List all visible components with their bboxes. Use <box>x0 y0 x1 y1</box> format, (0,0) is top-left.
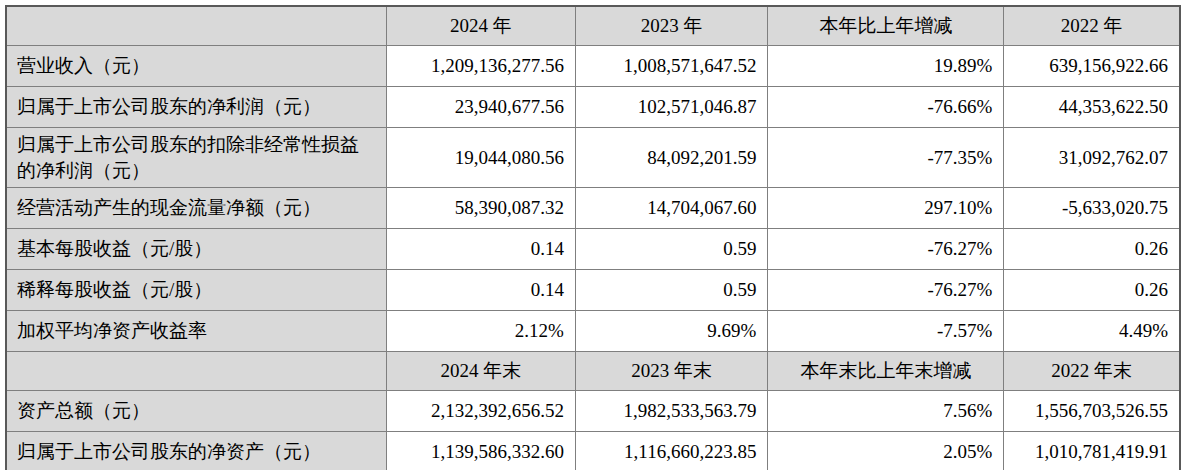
row-label-cell: 资产总额（元） <box>6 391 386 432</box>
value-cell: 84,092,201.59 <box>575 128 768 188</box>
value-cell: -76.27% <box>768 270 1004 311</box>
row-label-cell: 归属于上市公司股东的净利润（元） <box>6 87 386 128</box>
value-cell: 0.26 <box>1004 270 1180 311</box>
table-row: 营业收入（元）1,209,136,277.561,008,571,647.521… <box>6 46 1180 87</box>
table-row: 基本每股收益（元/股）0.140.59-76.27%0.26 <box>6 229 1180 270</box>
table-row: 稀释每股收益（元/股）0.140.59-76.27%0.26 <box>6 270 1180 311</box>
value-cell: 0.14 <box>386 270 575 311</box>
value-cell: 9.69% <box>575 311 768 352</box>
column-header-cell: 本年末比上年末增减 <box>768 352 1004 391</box>
row-label-cell: 基本每股收益（元/股） <box>6 229 386 270</box>
value-cell: 44,353,622.50 <box>1004 87 1180 128</box>
value-cell: 2,132,392,656.52 <box>386 391 575 432</box>
value-cell: 23,940,677.56 <box>386 87 575 128</box>
value-cell: -77.35% <box>768 128 1004 188</box>
value-cell: -76.27% <box>768 229 1004 270</box>
column-header-cell: 2023 年末 <box>575 352 768 391</box>
value-cell: 4.49% <box>1004 311 1180 352</box>
row-label-cell: 归属于上市公司股东的扣除非经常性损益的净利润（元） <box>6 128 386 188</box>
table-row: 归属于上市公司股东的净利润（元）23,940,677.56102,571,046… <box>6 87 1180 128</box>
value-cell: 1,982,533,563.79 <box>575 391 768 432</box>
corner-header-cell <box>6 352 386 391</box>
table-row: 归属于上市公司股东的扣除非经常性损益的净利润（元）19,044,080.5684… <box>6 128 1180 188</box>
value-cell: 1,139,586,332.60 <box>386 432 575 470</box>
value-cell: 19,044,080.56 <box>386 128 575 188</box>
row-label-cell: 归属于上市公司股东的净资产（元） <box>6 432 386 470</box>
column-header-cell: 2024 年 <box>386 6 575 46</box>
table-row: 资产总额（元）2,132,392,656.521,982,533,563.797… <box>6 391 1180 432</box>
value-cell: 0.14 <box>386 229 575 270</box>
value-cell: 2.05% <box>768 432 1004 470</box>
value-cell: 1,116,660,223.85 <box>575 432 768 470</box>
value-cell: -76.66% <box>768 87 1004 128</box>
row-label-cell: 加权平均净资产收益率 <box>6 311 386 352</box>
value-cell: 102,571,046.87 <box>575 87 768 128</box>
column-header-cell: 2022 年 <box>1004 6 1180 46</box>
period-header-row: 2024 年2023 年本年比上年增减2022 年 <box>6 6 1180 46</box>
value-cell: 0.59 <box>575 229 768 270</box>
table-row: 经营活动产生的现金流量净额（元）58,390,087.3214,704,067.… <box>6 188 1180 229</box>
row-label-cell: 经营活动产生的现金流量净额（元） <box>6 188 386 229</box>
table-body: 2024 年2023 年本年比上年增减2022 年营业收入（元）1,209,13… <box>6 6 1180 470</box>
row-label-cell: 稀释每股收益（元/股） <box>6 270 386 311</box>
column-header-cell: 2023 年 <box>575 6 768 46</box>
corner-header-cell <box>6 6 386 46</box>
table-row: 加权平均净资产收益率2.12%9.69%-7.57%4.49% <box>6 311 1180 352</box>
period-header-row: 2024 年末2023 年末本年末比上年末增减2022 年末 <box>6 352 1180 391</box>
value-cell: 1,010,781,419.91 <box>1004 432 1180 470</box>
value-cell: 2.12% <box>386 311 575 352</box>
table-row: 归属于上市公司股东的净资产（元）1,139,586,332.601,116,66… <box>6 432 1180 470</box>
key-financial-data-table: 2024 年2023 年本年比上年增减2022 年营业收入（元）1,209,13… <box>5 5 1181 470</box>
value-cell: 297.10% <box>768 188 1004 229</box>
value-cell: 19.89% <box>768 46 1004 87</box>
value-cell: 0.26 <box>1004 229 1180 270</box>
column-header-cell: 2024 年末 <box>386 352 575 391</box>
value-cell: 639,156,922.66 <box>1004 46 1180 87</box>
value-cell: 7.56% <box>768 391 1004 432</box>
value-cell: 14,704,067.60 <box>575 188 768 229</box>
financial-summary-table-container: 2024 年2023 年本年比上年增减2022 年营业收入（元）1,209,13… <box>5 5 1181 470</box>
value-cell: -7.57% <box>768 311 1004 352</box>
value-cell: 0.59 <box>575 270 768 311</box>
value-cell: 58,390,087.32 <box>386 188 575 229</box>
value-cell: 1,008,571,647.52 <box>575 46 768 87</box>
column-header-cell: 2022 年末 <box>1004 352 1180 391</box>
column-header-cell: 本年比上年增减 <box>768 6 1004 46</box>
row-label-cell: 营业收入（元） <box>6 46 386 87</box>
value-cell: -5,633,020.75 <box>1004 188 1180 229</box>
value-cell: 1,209,136,277.56 <box>386 46 575 87</box>
value-cell: 1,556,703,526.55 <box>1004 391 1180 432</box>
value-cell: 31,092,762.07 <box>1004 128 1180 188</box>
